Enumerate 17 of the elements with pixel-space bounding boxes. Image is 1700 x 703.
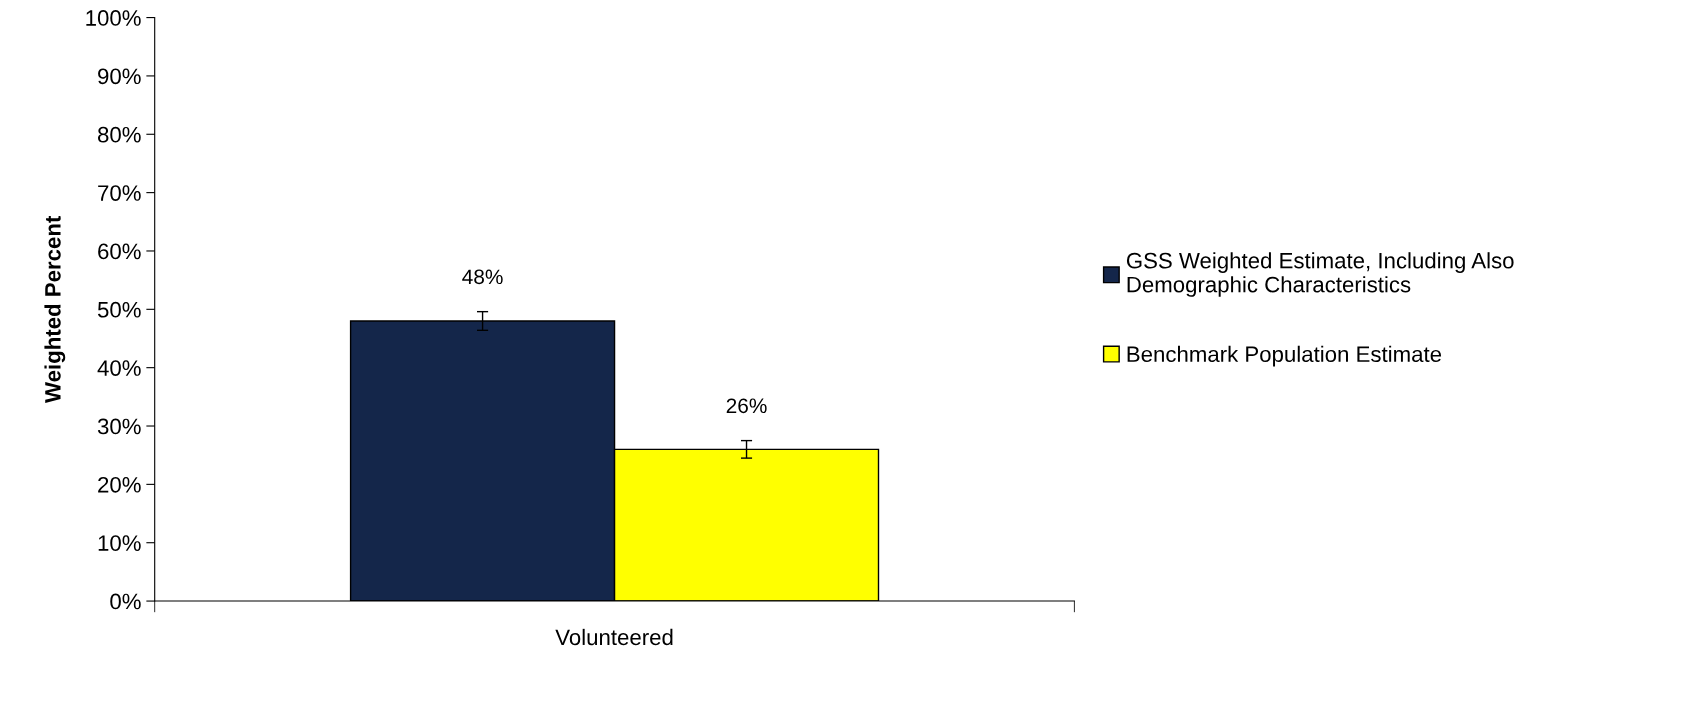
y-tick-label: 10% bbox=[98, 535, 141, 551]
data-label: 26% bbox=[726, 398, 767, 414]
y-tick-label: 0% bbox=[110, 593, 141, 610]
y-tick-label: 80% bbox=[98, 126, 141, 143]
x-tick-label: Volunteered bbox=[555, 628, 673, 646]
y-tick-label: 40% bbox=[97, 360, 141, 376]
y-tick-label: 70% bbox=[98, 185, 141, 201]
y-tick-label: 30% bbox=[97, 418, 141, 435]
y-tick-label: 100% bbox=[86, 10, 141, 26]
legend-label: GSS Weighted Estimate, Including Also Demographic Characteristics bbox=[1126, 252, 1514, 297]
legend-label: Benchmark Population Estimate bbox=[1127, 345, 1442, 367]
y-axis-title: Weighted Percent bbox=[44, 215, 66, 403]
y-tick-label: 90% bbox=[98, 68, 141, 85]
y-tick-label: 20% bbox=[98, 476, 141, 493]
data-label: 48% bbox=[462, 269, 503, 285]
y-tick-label: 50% bbox=[97, 301, 141, 318]
y-tick-label: 60% bbox=[98, 243, 141, 260]
